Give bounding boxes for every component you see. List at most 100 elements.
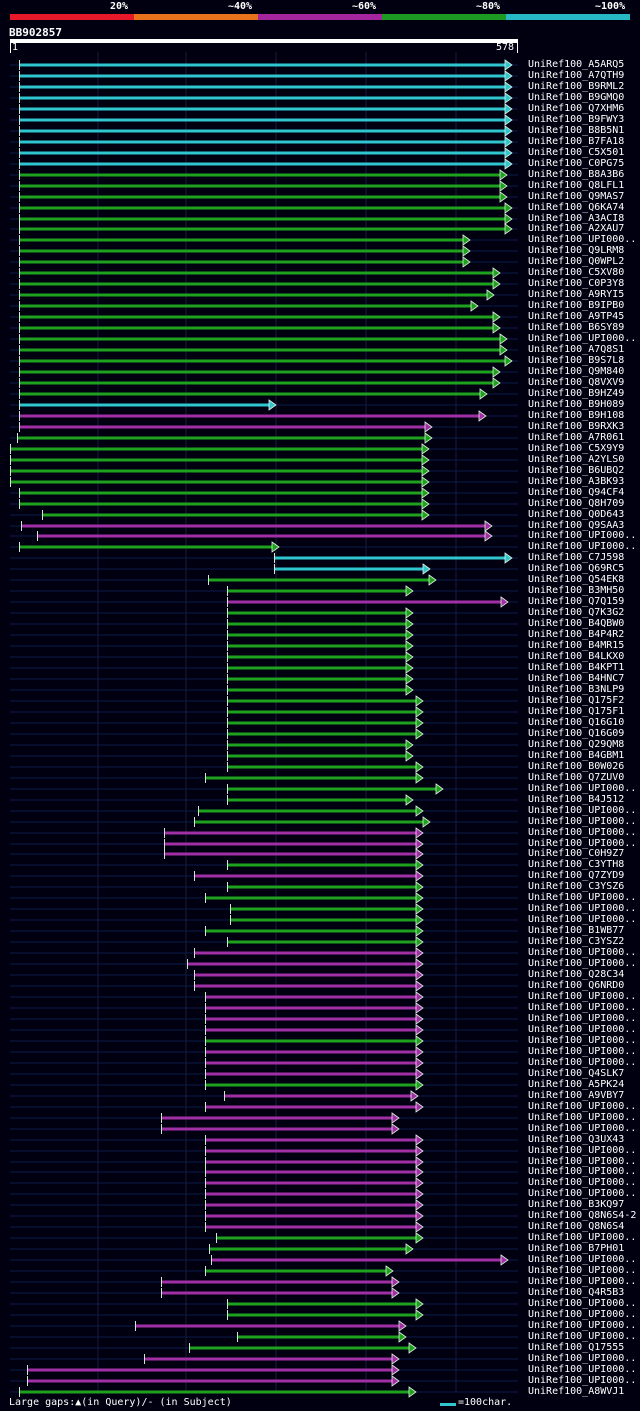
hit-id-label[interactable]: UniRef100_Q0WPL2	[528, 256, 625, 267]
hit-id-label[interactable]: UniRef100_B7PH01	[528, 1243, 625, 1254]
hit-id-label[interactable]: UniRef100_C3YTH8	[528, 859, 625, 870]
hit-id-label[interactable]: UniRef100_UPI000..	[528, 1046, 637, 1057]
hit-id-label[interactable]: UniRef100_B3MH50	[528, 585, 625, 596]
hit-id-label[interactable]: UniRef100_UPI000..	[528, 1166, 637, 1177]
hit-id-label[interactable]: UniRef100_B9S7L8	[528, 355, 625, 366]
hit-id-label[interactable]: UniRef100_B4LKX0	[528, 651, 625, 662]
hit-id-label[interactable]: UniRef100_B4KPT1	[528, 662, 625, 673]
hit-id-label[interactable]: UniRef100_B4QBW0	[528, 618, 625, 629]
hit-id-label[interactable]: UniRef100_Q4SLK7	[528, 1068, 625, 1079]
hit-id-label[interactable]: UniRef100_Q6NRD0	[528, 980, 625, 991]
hit-id-label[interactable]: UniRef100_B1WB77	[528, 925, 625, 936]
hit-id-label[interactable]: UniRef100_A7R061	[528, 432, 625, 443]
hit-id-label[interactable]: UniRef100_UPI000..	[528, 1024, 637, 1035]
hit-id-label[interactable]: UniRef100_Q16G10	[528, 717, 625, 728]
hit-id-label[interactable]: UniRef100_UPI000..	[528, 1265, 637, 1276]
hit-id-label[interactable]: UniRef100_UPI000..	[528, 827, 637, 838]
hit-id-label[interactable]: UniRef100_UPI000..	[528, 991, 637, 1002]
hit-id-label[interactable]: UniRef100_Q8VXV9	[528, 377, 625, 388]
hit-id-label[interactable]: UniRef100_Q9SAA3	[528, 520, 625, 531]
hit-id-label[interactable]: UniRef100_A3ACI8	[528, 213, 625, 224]
hit-id-label[interactable]: UniRef100_UPI000..	[528, 947, 637, 958]
hit-id-label[interactable]: UniRef100_Q175F1	[528, 706, 625, 717]
hit-id-label[interactable]: UniRef100_A9VBY7	[528, 1090, 625, 1101]
hit-id-label[interactable]: UniRef100_Q8N6S4	[528, 1221, 625, 1232]
hit-id-label[interactable]: UniRef100_Q3UX43	[528, 1134, 625, 1145]
hit-id-label[interactable]: UniRef100_UPI000..	[528, 1123, 637, 1134]
hit-id-label[interactable]: UniRef100_C5XV80	[528, 267, 625, 278]
hit-id-label[interactable]: UniRef100_B9GMQ0	[528, 92, 625, 103]
hit-id-label[interactable]: UniRef100_Q8LFL1	[528, 180, 625, 191]
hit-id-label[interactable]: UniRef100_UPI000..	[528, 783, 637, 794]
hit-id-label[interactable]: UniRef100_UPI000..	[528, 1145, 637, 1156]
hit-id-label[interactable]: UniRef100_Q6KA74	[528, 202, 625, 213]
hit-id-label[interactable]: UniRef100_UPI000..	[528, 838, 637, 849]
hit-id-label[interactable]: UniRef100_UPI000..	[528, 1375, 637, 1386]
hit-id-label[interactable]: UniRef100_UPI000..	[528, 1002, 637, 1013]
hit-id-label[interactable]: UniRef100_UPI000..	[528, 1177, 637, 1188]
hit-id-label[interactable]: UniRef100_UPI000..	[528, 1101, 637, 1112]
hit-id-label[interactable]: UniRef100_Q94CF4	[528, 487, 625, 498]
hit-id-label[interactable]: UniRef100_A2XAU7	[528, 223, 625, 234]
hit-id-label[interactable]: UniRef100_UPI000..	[528, 530, 637, 541]
hit-id-label[interactable]: UniRef100_C3YSZ6	[528, 881, 625, 892]
hit-id-label[interactable]: UniRef100_B9RML2	[528, 81, 625, 92]
hit-id-label[interactable]: UniRef100_Q9MAS7	[528, 191, 625, 202]
hit-id-label[interactable]: UniRef100_B9H108	[528, 410, 625, 421]
hit-id-label[interactable]: UniRef100_B9IPB0	[528, 300, 625, 311]
hit-id-label[interactable]: UniRef100_UPI000..	[528, 958, 637, 969]
hit-id-label[interactable]: UniRef100_A3BK93	[528, 476, 625, 487]
hit-id-label[interactable]: UniRef100_UPI000..	[528, 903, 637, 914]
hit-id-label[interactable]: UniRef100_Q9LRM8	[528, 245, 625, 256]
hit-id-label[interactable]: UniRef100_C3YSZ2	[528, 936, 625, 947]
hit-id-label[interactable]: UniRef100_UPI000..	[528, 234, 637, 245]
hit-id-label[interactable]: UniRef100_B6UBQ2	[528, 465, 625, 476]
hit-id-label[interactable]: UniRef100_C0H9Z7	[528, 848, 625, 859]
hit-id-label[interactable]: UniRef100_UPI000..	[528, 1254, 637, 1265]
hit-id-label[interactable]: UniRef100_B4HNC7	[528, 673, 625, 684]
hit-id-label[interactable]: UniRef100_UPI000..	[528, 816, 637, 827]
hit-id-label[interactable]: UniRef100_B8B5N1	[528, 125, 625, 136]
hit-id-label[interactable]: UniRef100_C5X9Y9	[528, 443, 625, 454]
hit-id-label[interactable]: UniRef100_A7QTH9	[528, 70, 625, 81]
hit-id-label[interactable]: UniRef100_UPI000..	[528, 892, 637, 903]
hit-id-label[interactable]: UniRef100_Q7ZUV0	[528, 772, 625, 783]
hit-id-label[interactable]: UniRef100_A9RYI5	[528, 289, 625, 300]
hit-id-label[interactable]: UniRef100_Q7Q159	[528, 596, 625, 607]
hit-id-label[interactable]: UniRef100_Q4R5B3	[528, 1287, 625, 1298]
hit-id-label[interactable]: UniRef100_Q8H709	[528, 498, 625, 509]
hit-id-label[interactable]: UniRef100_A9TP45	[528, 311, 625, 322]
hit-id-label[interactable]: UniRef100_Q8N6S4-2	[528, 1210, 637, 1221]
hit-id-label[interactable]: UniRef100_Q7XHM6	[528, 103, 625, 114]
hit-id-label[interactable]: UniRef100_B9FWY3	[528, 114, 625, 125]
hit-id-label[interactable]: UniRef100_B3KQ97	[528, 1199, 625, 1210]
hit-id-label[interactable]: UniRef100_B4MR15	[528, 640, 625, 651]
hit-id-label[interactable]: UniRef100_A8WVJ1	[528, 1386, 625, 1397]
hit-id-label[interactable]: UniRef100_Q7K3G2	[528, 607, 625, 618]
hit-id-label[interactable]: UniRef100_UPI000..	[528, 1057, 637, 1068]
hit-id-label[interactable]: UniRef100_A5PK24	[528, 1079, 625, 1090]
hit-id-label[interactable]: UniRef100_B7FA18	[528, 136, 625, 147]
hit-id-label[interactable]: UniRef100_Q29QM8	[528, 739, 625, 750]
hit-id-label[interactable]: UniRef100_B4GBM1	[528, 750, 625, 761]
hit-id-label[interactable]: UniRef100_Q7ZYD9	[528, 870, 625, 881]
hit-id-label[interactable]: UniRef100_C7J598	[528, 552, 625, 563]
hit-id-label[interactable]: UniRef100_A5ARQ5	[528, 59, 625, 70]
hit-id-label[interactable]: UniRef100_UPI000..	[528, 1013, 637, 1024]
hit-id-label[interactable]: UniRef100_Q0D643	[528, 509, 625, 520]
hit-id-label[interactable]: UniRef100_UPI000..	[528, 1276, 637, 1287]
hit-id-label[interactable]: UniRef100_C5X501	[528, 147, 625, 158]
hit-id-label[interactable]: UniRef100_B8A3B6	[528, 169, 625, 180]
hit-id-label[interactable]: UniRef100_UPI000..	[528, 1364, 637, 1375]
hit-id-label[interactable]: UniRef100_UPI000..	[528, 805, 637, 816]
hit-id-label[interactable]: UniRef100_UPI000..	[528, 1353, 637, 1364]
hit-id-label[interactable]: UniRef100_UPI000..	[528, 1331, 637, 1342]
hit-id-label[interactable]: UniRef100_UPI000..	[528, 541, 637, 552]
hit-id-label[interactable]: UniRef100_Q16G09	[528, 728, 625, 739]
hit-id-label[interactable]: UniRef100_B6SY89	[528, 322, 625, 333]
hit-id-label[interactable]: UniRef100_B9HZ49	[528, 388, 625, 399]
hit-id-label[interactable]: UniRef100_UPI000..	[528, 1298, 637, 1309]
hit-id-label[interactable]: UniRef100_UPI000..	[528, 1156, 637, 1167]
hit-id-label[interactable]: UniRef100_C0P3Y8	[528, 278, 625, 289]
hit-id-label[interactable]: UniRef100_UPI000..	[528, 1320, 637, 1331]
